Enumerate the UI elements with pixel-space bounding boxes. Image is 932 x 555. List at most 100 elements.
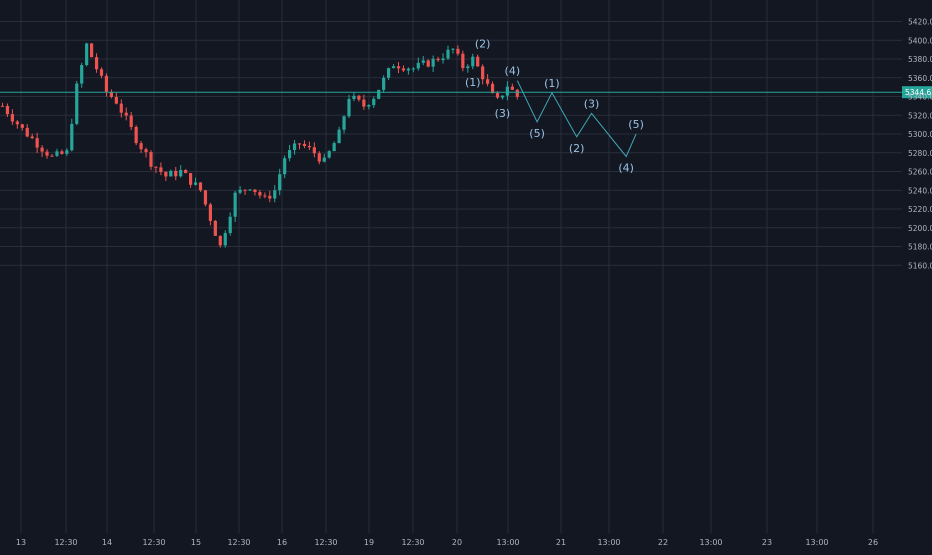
candle-body [243, 189, 247, 191]
candle-body [416, 62, 420, 69]
candle-body [297, 143, 302, 145]
projection: (5) (1) (2) (3) (4) (5) [516, 77, 644, 175]
candle-body [292, 143, 297, 151]
y-axis[interactable]: 5420.0 5400.0 5380.0 5360.0 5340.0 5320.0 5300… [908, 18, 932, 271]
candle-body [198, 182, 203, 191]
y-tick-label: 5360.0 [908, 74, 932, 83]
candle-body [362, 99, 366, 107]
grid-layer [0, 0, 902, 533]
candle-body [426, 60, 430, 67]
candle-body [10, 114, 14, 122]
x-tick-label: 12:30 [142, 538, 165, 547]
candle-body [352, 95, 356, 100]
candle-body [129, 115, 133, 127]
candle-body [119, 103, 123, 113]
x-tick-label: 13:00 [805, 538, 828, 547]
x-tick-label: 23 [762, 538, 772, 547]
candle-body [495, 93, 500, 98]
candle-body [203, 190, 208, 205]
x-tick-label: 13 [16, 538, 26, 547]
candle-body [273, 190, 277, 199]
candle-body [312, 147, 316, 154]
candle-body [75, 83, 79, 124]
wave-count-label: (1) [465, 76, 481, 89]
projection-wave-label: (1) [544, 77, 560, 90]
candle-body [505, 86, 509, 96]
price-badge-label: 5344.6 [905, 88, 931, 97]
candle-body [372, 98, 376, 106]
candle-body [40, 147, 44, 152]
candle-body [248, 189, 252, 191]
candle-body [223, 232, 227, 246]
x-tick-label: 12:30 [227, 538, 250, 547]
candle-body [50, 155, 54, 157]
candle-body [481, 66, 485, 80]
candle-body [441, 58, 445, 61]
candle-body [164, 171, 168, 177]
y-tick-label: 5300.0 [908, 130, 932, 139]
price-badge [902, 86, 932, 99]
candle-body [322, 157, 326, 162]
candle-body [401, 68, 406, 71]
candle-body [15, 121, 19, 125]
x-tick-label: 19 [364, 538, 374, 547]
candle-body [253, 189, 257, 193]
projection-wave-label: (2) [569, 142, 585, 155]
candle-body [134, 126, 138, 144]
candle-body [228, 216, 232, 233]
x-axis[interactable]: 13 12:30 14 12:30 15 12:30 16 12:30 19 12:30 20 13:… [16, 538, 878, 547]
x-tick-label: 12:30 [401, 538, 424, 547]
candle-body [179, 169, 183, 177]
candle-body [233, 192, 237, 217]
candle-body [30, 136, 34, 139]
candle-body [70, 123, 74, 151]
y-tick-label: 5260.0 [908, 168, 932, 177]
candle-body [208, 204, 212, 221]
candle-body [193, 182, 198, 185]
candle-body [283, 158, 287, 175]
candle-body [174, 170, 178, 177]
candle-body [65, 150, 69, 154]
candle-body [510, 86, 514, 90]
x-tick-label: 16 [277, 538, 287, 547]
x-tick-label: 21 [556, 538, 566, 547]
candle-body [278, 174, 282, 191]
candle-body [45, 151, 49, 156]
y-tick-label: 5380.0 [908, 55, 932, 64]
candle-body [139, 143, 143, 150]
candle-body [302, 143, 307, 146]
candle-body [124, 112, 128, 116]
y-tick-label: 5220.0 [908, 205, 932, 214]
candle-body [327, 151, 331, 158]
projection-wave-label: (4) [618, 162, 634, 175]
candle-body [476, 56, 480, 67]
x-tick-label: 14 [102, 538, 112, 547]
candle-body [500, 95, 505, 98]
candle-body [55, 151, 59, 156]
wave-count-label: (2) [475, 37, 491, 50]
candle-body [169, 170, 173, 177]
candle-body [90, 43, 94, 58]
candle-body [149, 152, 153, 167]
candle-body [396, 66, 401, 69]
x-tick-label: 26 [868, 538, 878, 547]
candle-body [421, 60, 425, 63]
candle-body [213, 220, 217, 236]
candle-body [85, 43, 89, 66]
candle-body [347, 99, 351, 117]
candle-body [189, 173, 193, 185]
y-tick-label: 5280.0 [908, 149, 932, 158]
projection-path [516, 80, 637, 158]
candle-body [268, 195, 272, 199]
candle-body [515, 89, 519, 97]
x-tick-label: 13:00 [699, 538, 722, 547]
candle-body [218, 235, 222, 246]
current-price-line: 5344.6 [0, 86, 932, 99]
y-tick-label: 5200.0 [908, 224, 932, 233]
candle-body [486, 79, 490, 84]
x-tick-label: 22 [658, 538, 668, 547]
projection-wave-label: (5) [529, 127, 545, 140]
candle-body [490, 83, 495, 94]
